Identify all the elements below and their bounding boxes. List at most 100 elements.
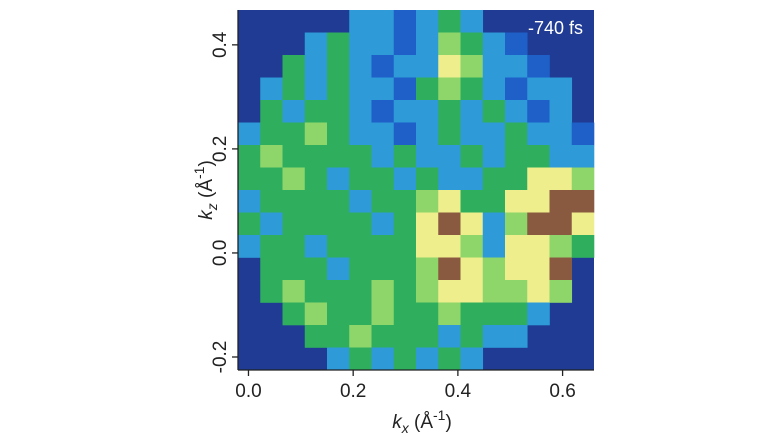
heatmap-cell (349, 302, 372, 326)
y-tick-label: 0.2 (210, 136, 231, 162)
heatmap-cell (416, 100, 439, 123)
heatmap-cell (460, 325, 484, 348)
heatmap-cell (416, 55, 439, 78)
heatmap-cell (416, 257, 439, 281)
heatmap-cell (304, 167, 328, 191)
heatmap-cell (505, 77, 528, 101)
heatmap-cell (238, 190, 261, 213)
heatmap-cell (327, 302, 350, 326)
heatmap-cell (327, 212, 350, 236)
heatmap-cell (349, 145, 372, 168)
heatmap-cell (527, 235, 550, 258)
heatmap-cell (304, 257, 328, 281)
heatmap-cell (282, 280, 306, 303)
heatmap-cell (549, 167, 573, 191)
annotation: -740 fs (528, 18, 583, 38)
heatmap-cell (282, 235, 306, 258)
heatmap-cell (505, 190, 528, 213)
heatmap-cell (438, 32, 461, 56)
heatmap-cell (460, 190, 484, 213)
heatmap-cell (527, 280, 550, 303)
heatmap-cell (349, 167, 372, 191)
heatmap-cell (349, 280, 372, 303)
heatmap-cell (393, 257, 417, 281)
heatmap-cell (549, 100, 573, 123)
heatmap-cell (371, 347, 395, 371)
heatmap-cell (238, 122, 261, 146)
heatmap-cell (527, 122, 550, 146)
heatmap-cell (438, 167, 461, 191)
heatmap-cell (505, 212, 528, 236)
heatmap-cell (304, 77, 328, 101)
heatmap-cell (460, 280, 484, 303)
heatmap-cell (460, 32, 484, 56)
heatmap-cell (393, 122, 417, 146)
heatmap-cell (327, 235, 350, 258)
heatmap-cell (527, 55, 550, 78)
heatmap-cell (438, 77, 461, 101)
heatmap-cell (371, 145, 395, 168)
x-label-open: (Å (409, 412, 434, 433)
heatmap-cell (438, 10, 461, 33)
heatmap-cell (393, 302, 417, 326)
y-tick-label: 0.0 (210, 240, 231, 266)
heatmap-cell (260, 77, 283, 101)
heatmap-cell (482, 257, 506, 281)
heatmap-cell (282, 55, 306, 78)
heatmap-cell (482, 190, 506, 213)
heatmap-cell (371, 212, 395, 236)
heatmap-cell (438, 212, 461, 236)
heatmap-cell (371, 10, 395, 33)
heatmap-cell (393, 167, 417, 191)
heatmap-cell (460, 257, 484, 281)
heatmap-cell (371, 302, 395, 326)
heatmap-cell (260, 167, 283, 191)
heatmap-cell (349, 212, 372, 236)
heatmap-cell (438, 190, 461, 213)
heatmap-cell (527, 100, 550, 123)
x-label-main: k (392, 412, 403, 433)
heatmap-cell (549, 77, 573, 101)
heatmap-cell (327, 145, 350, 168)
heatmap-cell (416, 77, 439, 101)
heatmap-cell (438, 100, 461, 123)
heatmap-cell (304, 212, 328, 236)
heatmap-cell (238, 145, 261, 168)
heatmap-cell (371, 55, 395, 78)
heatmap-cell (393, 325, 417, 348)
heatmap-cell (327, 100, 350, 123)
heatmap-cell (371, 100, 395, 123)
heatmap-cell (393, 212, 417, 236)
heatmap-cell (371, 32, 395, 56)
heatmap-cell (371, 257, 395, 281)
heatmap-cell (527, 190, 550, 213)
heatmap-cell (416, 190, 439, 213)
heatmap-cell (482, 55, 506, 78)
heatmap-cell (260, 100, 283, 123)
heatmap-cell (349, 190, 372, 213)
heatmap-cell (371, 325, 395, 348)
heatmap-cell (349, 347, 372, 371)
heatmap-cell (482, 325, 506, 348)
heatmap-cell (416, 32, 439, 56)
heatmap-cell (438, 122, 461, 146)
x-tick-label: 0.4 (445, 381, 472, 402)
heatmap-cell (416, 10, 439, 33)
heatmap-cell (371, 77, 395, 101)
heatmap-cell (349, 32, 372, 56)
heatmap-cell (304, 190, 328, 213)
heatmap-cell (349, 122, 372, 146)
heatmap-cell (416, 302, 439, 326)
heatmap-cell (438, 325, 461, 348)
heatmap-cell (549, 257, 573, 281)
y-label-sup: -1 (191, 166, 207, 179)
heatmap-cell (571, 235, 595, 258)
heatmap-cell (527, 145, 550, 168)
heatmap-cell (460, 302, 484, 326)
heatmap-cell (260, 190, 283, 213)
heatmap-cell (349, 10, 372, 33)
heatmap-cell (482, 145, 506, 168)
heatmap-cell (304, 235, 328, 258)
heatmap-cell (304, 145, 328, 168)
heatmap-cell (549, 212, 573, 236)
